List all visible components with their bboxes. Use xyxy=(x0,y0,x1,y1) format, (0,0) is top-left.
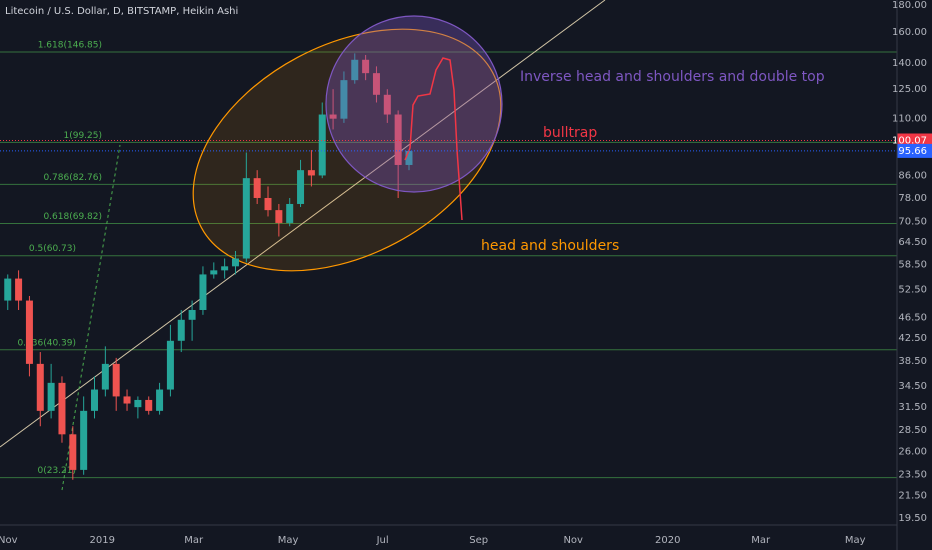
y-tick-label: 34.50 xyxy=(898,381,927,392)
candle-body xyxy=(383,94,391,115)
y-tick-label: 19.50 xyxy=(898,513,927,524)
x-tick-label: Nov xyxy=(0,535,18,546)
candle-body xyxy=(329,114,337,119)
candle-body xyxy=(112,363,120,397)
fib-label: 0.5(60.73) xyxy=(29,244,76,254)
price-tag-label: 100.07 xyxy=(892,136,927,147)
x-tick-label: May xyxy=(278,535,299,546)
candle-body xyxy=(15,278,23,301)
candle-body xyxy=(4,278,12,301)
annotation: bulltrap xyxy=(543,125,597,141)
x-tick-label: Jul xyxy=(376,535,389,546)
fib-label: 0(23.21) xyxy=(37,466,76,476)
y-tick-label: 180.00 xyxy=(892,0,927,11)
price-tag-box xyxy=(897,143,932,158)
candle-body xyxy=(372,73,380,95)
candle-body xyxy=(210,270,218,275)
candle-body xyxy=(351,59,359,81)
y-tick-label: 26.00 xyxy=(898,446,927,457)
candle-body xyxy=(47,382,55,411)
y-tick-label: 28.50 xyxy=(898,425,927,436)
y-tick-label: 58.50 xyxy=(898,259,927,270)
x-tick-label: May xyxy=(845,535,866,546)
x-tick-label: Nov xyxy=(563,535,583,546)
y-tick-label: 110.00 xyxy=(892,114,927,125)
candle-body xyxy=(242,178,250,259)
y-tick-label: 64.50 xyxy=(898,237,927,248)
fib-label: 0.236(40.39) xyxy=(17,338,76,348)
x-tick-label: Sep xyxy=(469,535,488,546)
candle-body xyxy=(318,114,326,176)
y-tick-label: 38.50 xyxy=(898,356,927,367)
orange-ellipse xyxy=(192,28,502,272)
candle-body xyxy=(199,274,207,310)
candle-body xyxy=(307,170,315,176)
candle-body xyxy=(286,203,294,223)
candle-body xyxy=(405,150,413,165)
candle-body xyxy=(25,300,33,364)
fib-label: 1.618(146.85) xyxy=(38,41,102,51)
candle-body xyxy=(297,170,305,204)
dotted-line xyxy=(61,144,121,491)
candle-body xyxy=(36,363,44,411)
y-tick-label: 86.00 xyxy=(898,170,927,181)
annotations: Inverse head and shoulders and double to… xyxy=(481,69,825,254)
y-tick-label: 21.50 xyxy=(898,490,927,501)
trend-line xyxy=(0,0,606,448)
candle-body xyxy=(166,340,174,390)
fib-label: 0.786(82.76) xyxy=(43,173,102,183)
y-tick-label: 78.00 xyxy=(898,193,927,204)
candle-body xyxy=(394,114,402,165)
candle-body xyxy=(123,396,131,404)
y-tick-label: 70.50 xyxy=(898,216,927,227)
candle-body xyxy=(231,258,239,267)
y-tick-label: 125.00 xyxy=(892,84,927,95)
price-tag-label: 95.66 xyxy=(898,146,927,157)
y-tick-label: 52.50 xyxy=(898,284,927,295)
annotation: head and shoulders xyxy=(481,238,619,254)
candle-body xyxy=(340,80,348,119)
x-tick-label: 2019 xyxy=(90,535,115,546)
x-tick-label: Mar xyxy=(184,535,204,546)
candle-body xyxy=(362,59,370,74)
candle-body xyxy=(221,266,229,271)
y-tick-label: 160.00 xyxy=(892,27,927,38)
candle-body xyxy=(177,319,185,341)
y-tick-label: 140.00 xyxy=(892,58,927,69)
chart-title: Litecoin / U.S. Dollar, D, BITSTAMP, Hei… xyxy=(5,6,238,17)
y-tick-label: 23.50 xyxy=(898,470,927,481)
candle-body xyxy=(101,363,109,390)
candle-body xyxy=(253,178,261,198)
y-tick-label: 46.50 xyxy=(898,312,927,323)
candle-body xyxy=(264,197,272,211)
candles xyxy=(4,53,413,480)
annotation: Inverse head and shoulders and double to… xyxy=(520,69,825,85)
candle-body xyxy=(58,382,66,435)
candle-body xyxy=(134,399,142,408)
candle-body xyxy=(156,389,164,411)
fib-label: 1(99.25) xyxy=(63,131,102,141)
y-tick-label: 42.50 xyxy=(898,333,927,344)
x-tick-label: Mar xyxy=(751,535,771,546)
fib-label: 0.618(69.82) xyxy=(43,212,102,222)
y-tick-label: 31.50 xyxy=(898,402,927,413)
freehand-curve xyxy=(404,57,463,221)
candle-body xyxy=(80,410,88,470)
candle-body xyxy=(145,399,153,411)
candle-body xyxy=(275,210,283,223)
candle-body xyxy=(69,434,77,470)
candle-body xyxy=(91,389,99,411)
x-tick-label: 2020 xyxy=(655,535,680,546)
candle-body xyxy=(188,309,196,320)
